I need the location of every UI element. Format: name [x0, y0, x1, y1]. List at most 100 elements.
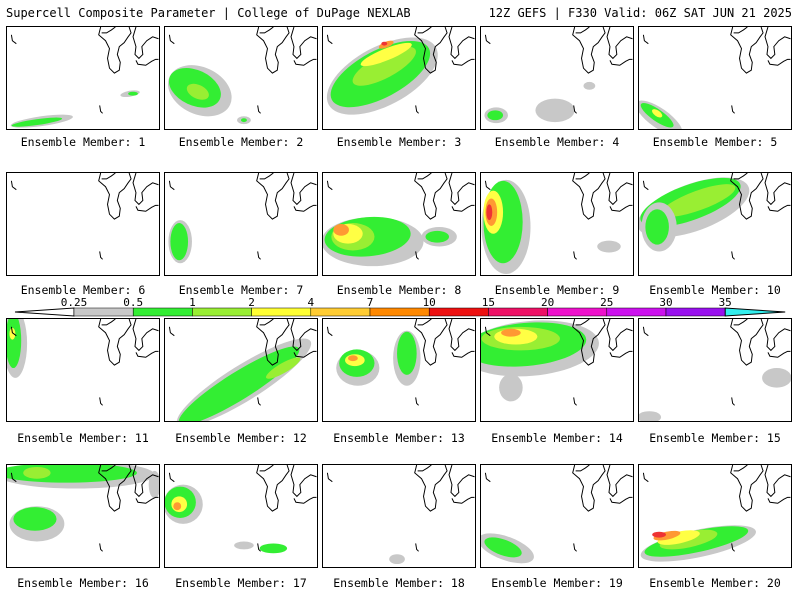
ensemble-member-label: Ensemble Member: 8 [336, 283, 462, 297]
coastline-marker [731, 251, 735, 260]
great-lakes-outline [98, 465, 159, 512]
scp-shading-green [487, 110, 504, 121]
colorbar-tick-label: 7 [367, 296, 374, 309]
great-lakes-outline [256, 319, 317, 366]
scp-shading-gray [762, 368, 791, 388]
coastline-marker [484, 472, 491, 483]
coastline-marker [731, 105, 735, 114]
scp-shading-lightgreen [23, 466, 51, 479]
coastline-marker [99, 105, 103, 114]
great-lakes-outline [98, 319, 159, 366]
ensemble-member-label: Ensemble Member: 19 [491, 576, 623, 590]
great-lakes-outline [414, 465, 475, 512]
scp-shading-lightgreen [186, 83, 209, 100]
ensemble-member-label: Ensemble Member: 15 [649, 431, 781, 445]
map-canvas [7, 319, 159, 406]
scp-shading-green [11, 117, 63, 127]
great-lakes-outline [730, 319, 791, 366]
coastline-marker [642, 34, 649, 45]
coastline-marker [573, 251, 577, 260]
colorbar-tick-label: 15 [482, 296, 495, 309]
colorbar-tick-label: 20 [541, 296, 554, 309]
ensemble-member-5-map [638, 26, 792, 130]
coastline-marker [257, 397, 261, 406]
coastline-marker [10, 472, 17, 483]
map-canvas [168, 173, 317, 264]
map-canvas [639, 27, 791, 129]
coastline-marker [99, 397, 103, 406]
scp-shading-orange [501, 328, 521, 337]
great-lakes-outline [572, 465, 633, 512]
ensemble-member-label: Ensemble Member: 20 [649, 576, 781, 590]
scp-shading-gray [535, 98, 575, 123]
scp-shading-yellow [652, 109, 663, 118]
ensemble-member-label: Ensemble Member: 10 [649, 283, 781, 297]
coastline-marker [10, 34, 17, 45]
ensemble-member-13-map [322, 318, 476, 422]
scp-shading-red [652, 531, 666, 538]
ensemble-member-11-map [6, 318, 160, 422]
great-lakes-outline [572, 319, 633, 366]
scp-shading-yellow [657, 530, 700, 545]
coastline-marker [573, 105, 577, 114]
coastline-marker [415, 397, 419, 406]
coastline-marker [573, 397, 577, 406]
colorbar-tick-label: 0.5 [123, 296, 143, 309]
colorbar-tick-label: 35 [719, 296, 732, 309]
great-lakes-outline [730, 27, 791, 74]
scp-shading-red [381, 41, 388, 46]
ensemble-member-8-map [322, 172, 476, 276]
scp-shading-yellow [9, 327, 16, 340]
coastline-marker [415, 251, 419, 260]
colorbar-segment [73, 307, 134, 317]
scp-shading-green [170, 223, 189, 261]
map-canvas [326, 319, 475, 406]
map-canvas [167, 27, 317, 125]
scp-shading-green [13, 507, 57, 531]
map-canvas [326, 27, 475, 115]
colorbar-tick-label: 0.25 [61, 296, 88, 309]
ensemble-member-label: Ensemble Member: 3 [336, 135, 462, 149]
ensemble-member-3-map [322, 26, 476, 130]
ensemble-member-label: Ensemble Member: 17 [175, 576, 307, 590]
ensemble-member-12-map [164, 318, 318, 422]
scp-shading-gray [148, 470, 159, 499]
ensemble-member-label: Ensemble Member: 11 [17, 431, 149, 445]
colorbar-segment [428, 307, 489, 317]
scp-shading-green [259, 543, 288, 554]
scp-shading-lightgreen [661, 184, 736, 217]
scp-shading-green [397, 331, 417, 375]
colorbar-segment [665, 307, 726, 317]
great-lakes-outline [256, 173, 317, 220]
coastline-marker [484, 326, 491, 337]
coastline-marker [168, 34, 175, 45]
ensemble-member-7-map [164, 172, 318, 276]
ensemble-member-17-map [164, 464, 318, 568]
map-canvas [639, 319, 791, 421]
scp-shading-green [128, 91, 138, 96]
great-lakes-outline [414, 319, 475, 366]
great-lakes-outline [730, 465, 791, 512]
coastline-marker [326, 180, 333, 191]
map-canvas [481, 465, 633, 564]
ensemble-member-label: Ensemble Member: 9 [494, 283, 620, 297]
coastline-marker [99, 543, 103, 552]
scp-shading-green [645, 209, 669, 245]
ensemble-member-label: Ensemble Member: 7 [178, 283, 304, 297]
ensemble-member-label: Ensemble Member: 4 [494, 135, 620, 149]
coastline-marker [168, 326, 175, 337]
coastline-marker [10, 180, 17, 191]
coastline-marker [642, 180, 649, 191]
ensemble-member-label: Ensemble Member: 14 [491, 431, 623, 445]
ensemble-member-9-map [480, 172, 634, 276]
great-lakes-outline [730, 173, 791, 220]
colorbar-segment [488, 307, 548, 317]
coastline-marker [168, 472, 175, 483]
colorbar-segment [606, 307, 667, 317]
ensemble-member-label: Ensemble Member: 18 [333, 576, 465, 590]
coastline-marker [326, 326, 333, 337]
coastline-marker [642, 326, 649, 337]
colorbar-tick-label: 25 [600, 296, 613, 309]
colorbar-segment [310, 307, 371, 317]
model-run-valid-time: 12Z GEFS | F330 Valid: 06Z SAT JUN 21 20… [488, 6, 792, 20]
